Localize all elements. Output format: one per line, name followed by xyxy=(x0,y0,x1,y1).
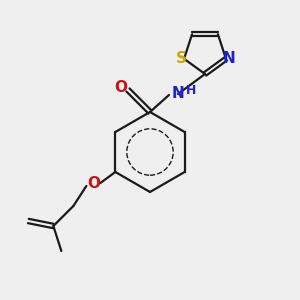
Text: O: O xyxy=(87,176,100,191)
Text: S: S xyxy=(176,51,187,66)
Text: O: O xyxy=(115,80,128,95)
Text: N: N xyxy=(223,51,235,66)
Text: N: N xyxy=(172,86,184,101)
Text: H: H xyxy=(186,85,196,98)
